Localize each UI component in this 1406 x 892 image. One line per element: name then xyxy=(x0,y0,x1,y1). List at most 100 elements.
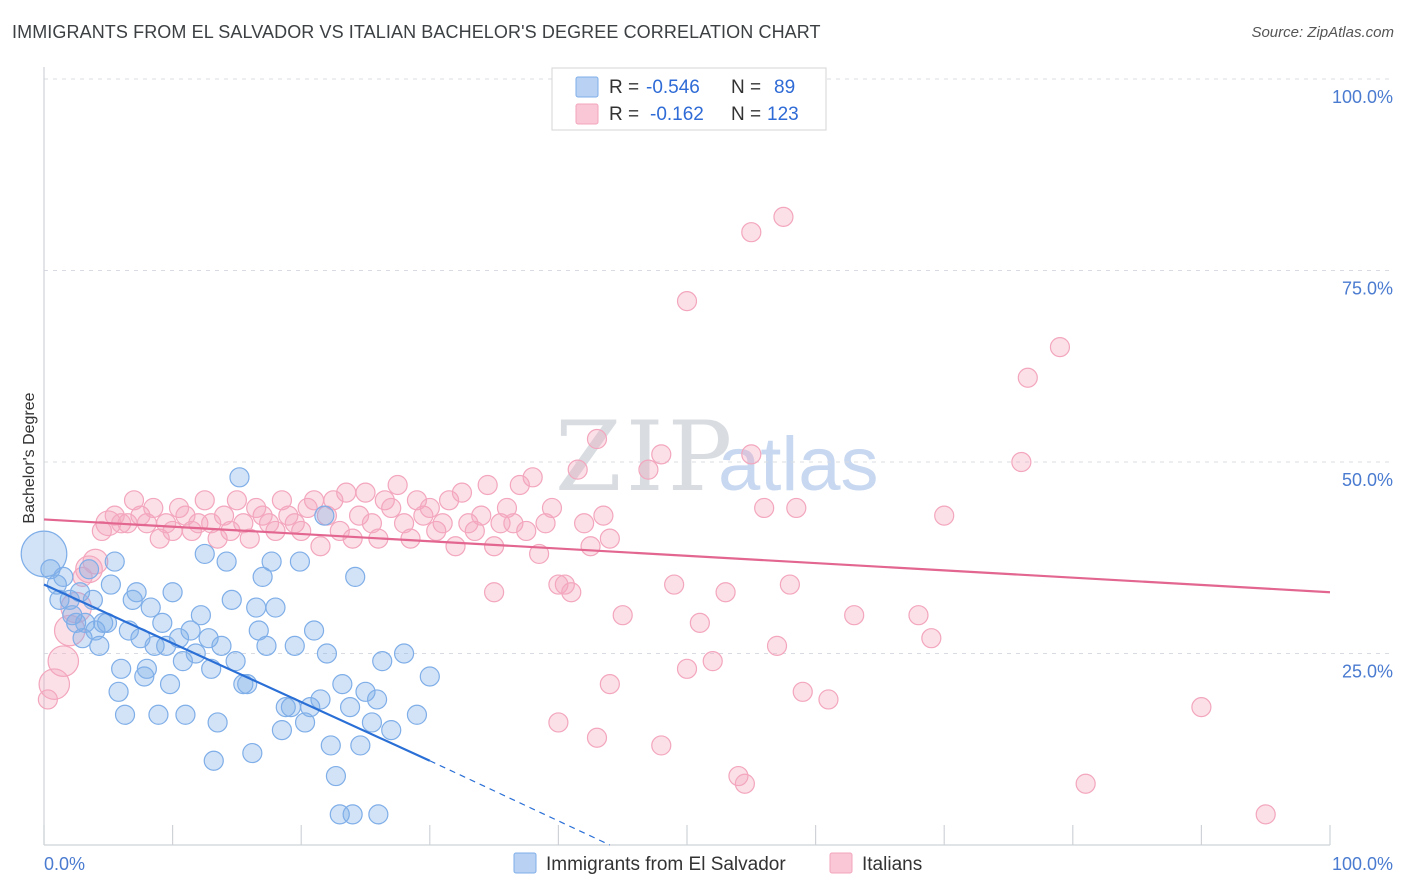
legend-n-label-2: N = xyxy=(731,104,761,125)
italians-point-104 xyxy=(779,574,800,595)
chart-source: Source: ZipAtlas.com xyxy=(1251,24,1394,41)
el-salvador-point-30 xyxy=(148,704,169,725)
el-salvador-point-76 xyxy=(350,735,371,756)
italians-point-81 xyxy=(561,582,582,603)
el-salvador-point-3 xyxy=(49,589,70,610)
el-salvador-point-41 xyxy=(194,543,215,565)
italians-point-87 xyxy=(599,528,620,549)
el-salvador-point-71 xyxy=(320,735,341,756)
italians-point-88 xyxy=(612,605,633,626)
italians-point-24 xyxy=(194,490,215,511)
el-salvador-trend-extension xyxy=(429,760,611,846)
el-salvador-point-9 xyxy=(72,628,93,649)
el-salvador-point-79 xyxy=(366,689,388,710)
italians-point-74 xyxy=(516,520,537,542)
italians-point-48 xyxy=(348,505,370,526)
italians-point-42 xyxy=(310,536,331,557)
el-salvador-point-24 xyxy=(126,582,147,603)
el-salvador-point-4 xyxy=(53,566,74,588)
el-salvador-point-63 xyxy=(284,635,305,656)
italians-point-13 xyxy=(123,490,145,511)
italians-point-73 xyxy=(509,474,530,496)
el-salvador-point-27 xyxy=(136,658,157,679)
italians-point-89 xyxy=(638,459,659,480)
italians-point-93 xyxy=(689,612,710,633)
axes xyxy=(43,67,1331,846)
el-salvador-point-64 xyxy=(289,551,311,572)
italians-point-68 xyxy=(477,474,498,496)
italians-point-71 xyxy=(496,497,518,519)
italians-point-103 xyxy=(676,291,698,312)
italians-point-46 xyxy=(336,482,357,503)
legend-r-label-1: R = xyxy=(609,77,639,98)
el-salvador-point-87 xyxy=(368,804,389,825)
el-salvador-point-69 xyxy=(314,505,335,526)
italians-point-55 xyxy=(393,513,415,534)
italians-point-118 xyxy=(599,674,620,695)
y-axis-label: Bachelor's Degree xyxy=(21,392,38,523)
y-tick-label-0: 25.0% xyxy=(1342,662,1393,682)
legend-n-value-2: 123 xyxy=(767,104,799,125)
series-legend-label-2: Italians xyxy=(862,854,922,875)
italians-point-53 xyxy=(381,497,402,519)
el-salvador-point-73 xyxy=(332,674,353,695)
italians-point-102 xyxy=(741,222,762,243)
italians-point-120 xyxy=(548,712,569,733)
el-salvador-point-38 xyxy=(180,620,201,641)
italians-point-106 xyxy=(792,681,813,702)
el-salvador-point-10 xyxy=(75,612,96,633)
italians-point-83 xyxy=(574,513,595,534)
italians-point-100 xyxy=(766,635,788,656)
el-salvador-point-77 xyxy=(355,681,376,702)
el-salvador-point-43 xyxy=(201,658,222,679)
italians-point-39 xyxy=(291,520,312,542)
el-salvador-point-83 xyxy=(406,704,428,725)
italians-point-44 xyxy=(323,490,344,511)
italians-point-76 xyxy=(529,543,550,565)
legend-r-value-2: -0.162 xyxy=(650,104,704,125)
el-salvador-point-37 xyxy=(175,704,196,725)
legend-swatch-pink xyxy=(575,103,599,125)
y-tick-label-2: 75.0% xyxy=(1342,279,1393,299)
el-salvador-point-48 xyxy=(221,589,242,610)
el-salvador-point-60 xyxy=(271,719,293,741)
italians-point-56 xyxy=(400,528,421,549)
legend-r-value-1: -0.546 xyxy=(646,77,700,98)
legend-r-label-2: R = xyxy=(609,104,639,125)
italians-point-110 xyxy=(921,628,942,649)
el-salvador-point-53 xyxy=(242,742,263,764)
el-salvador-point-86 xyxy=(342,804,363,825)
series-legend-swatch-pink xyxy=(829,852,853,874)
gridlines xyxy=(44,78,1392,654)
italians-point-98 xyxy=(741,444,762,465)
el-salvador-point-49 xyxy=(225,651,246,672)
chart-title: IMMIGRANTS FROM EL SALVADOR VS ITALIAN B… xyxy=(12,22,821,42)
italians-point-57 xyxy=(406,490,428,511)
el-salvador-point-34 xyxy=(162,582,183,603)
el-salvador-point-33 xyxy=(159,674,181,695)
el-salvador-point-80 xyxy=(372,651,393,672)
italians-point-77 xyxy=(535,513,556,534)
italians-point-64 xyxy=(451,482,473,503)
italians-point-107 xyxy=(818,689,839,710)
legend-swatch-blue xyxy=(575,76,599,98)
y-tick-label-3: 100.0% xyxy=(1332,87,1393,107)
italians-point-35 xyxy=(265,520,286,542)
el-salvador-point-84 xyxy=(419,666,440,687)
el-salvador-point-61 xyxy=(275,697,296,718)
el-salvador-point-29 xyxy=(144,635,165,656)
italians-point-112 xyxy=(1011,451,1032,473)
legend-n-label-1: N = xyxy=(731,77,761,98)
el-salvador-point-59 xyxy=(265,597,286,618)
el-salvador-point-26 xyxy=(134,666,155,687)
italians-point-36 xyxy=(271,490,293,511)
italians-point-108 xyxy=(844,605,865,626)
italians-point-72 xyxy=(503,513,524,534)
el-salvador-point-31 xyxy=(152,612,173,633)
el-salvador-point-28 xyxy=(140,597,161,618)
el-salvador-point-57 xyxy=(256,635,277,656)
el-salvador-point-20 xyxy=(111,658,132,679)
italians-point-27 xyxy=(213,505,235,526)
el-salvador-point-47 xyxy=(216,551,237,572)
